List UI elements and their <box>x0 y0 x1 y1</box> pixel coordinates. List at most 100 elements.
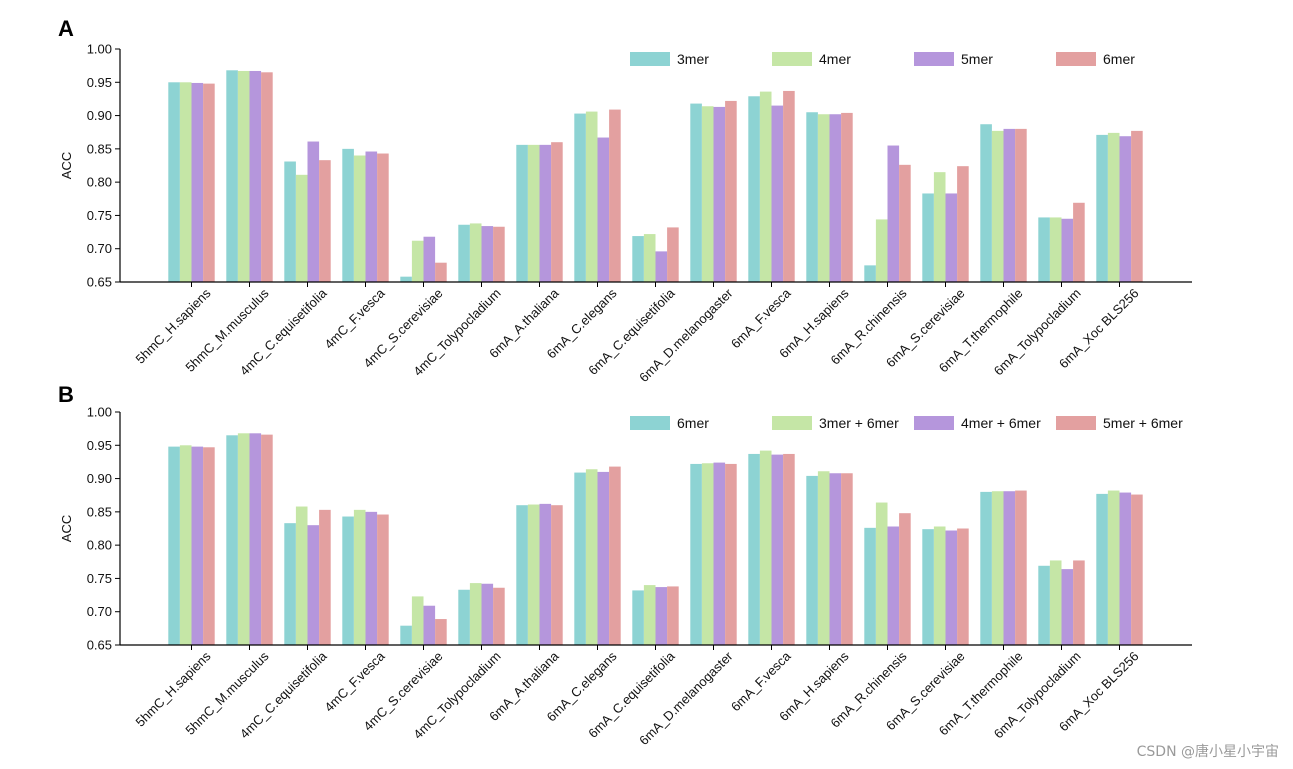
panel-letter: B <box>58 382 74 407</box>
y-axis-label: ACC <box>59 152 74 179</box>
bar <box>1096 134 1108 282</box>
legend-label: 3mer <box>677 51 709 67</box>
bar <box>203 83 215 283</box>
bar <box>527 144 540 282</box>
bar <box>875 219 888 282</box>
bar <box>1038 217 1050 282</box>
y-axis-label: ACC <box>59 515 74 542</box>
y-tick-label: 0.75 <box>87 208 112 223</box>
bar <box>991 130 1004 282</box>
bar <box>469 223 482 282</box>
bar <box>980 124 992 282</box>
bar <box>806 112 818 283</box>
bar <box>1096 493 1108 645</box>
bar <box>539 144 552 282</box>
bar <box>1107 490 1120 645</box>
legend-label: 3mer + 6mer <box>819 415 899 431</box>
bar <box>922 529 934 645</box>
legend-swatch <box>630 52 670 66</box>
bar <box>713 106 726 282</box>
bar <box>423 605 436 645</box>
y-tick-label: 0.80 <box>87 538 112 553</box>
bar <box>353 509 366 645</box>
bar <box>817 471 830 645</box>
bar <box>377 153 389 282</box>
bar <box>284 523 296 645</box>
bar <box>725 463 737 645</box>
bar <box>1061 569 1074 645</box>
bar <box>1003 491 1016 645</box>
bar <box>933 172 946 282</box>
bar <box>945 530 958 645</box>
bar <box>597 137 610 282</box>
bar <box>783 90 795 282</box>
legend-swatch <box>772 52 812 66</box>
bar <box>481 226 494 282</box>
bar <box>481 583 494 645</box>
y-tick-label: 0.65 <box>87 275 112 290</box>
bar <box>991 491 1004 645</box>
bar <box>817 114 830 283</box>
bar <box>469 583 482 645</box>
bar <box>922 193 934 282</box>
y-tick-label: 0.75 <box>87 571 112 586</box>
bar <box>690 103 702 282</box>
bar <box>168 82 180 282</box>
bar <box>435 619 447 645</box>
bar <box>829 473 842 645</box>
panel-letter: A <box>58 16 74 41</box>
bar <box>493 587 505 645</box>
bar <box>261 72 273 282</box>
legend-swatch <box>1056 52 1096 66</box>
bar <box>1015 490 1027 645</box>
bar <box>759 450 772 645</box>
bar <box>841 473 853 645</box>
bar <box>875 502 888 645</box>
bar <box>806 475 818 645</box>
bar <box>435 262 447 282</box>
bar <box>701 463 714 645</box>
bar <box>237 70 250 282</box>
bar <box>933 526 946 645</box>
bar <box>899 513 911 645</box>
bar <box>945 193 958 282</box>
bar <box>1119 492 1132 645</box>
bar <box>342 148 354 282</box>
bar <box>1131 130 1143 282</box>
legend-label: 5mer <box>961 51 993 67</box>
bar <box>748 453 760 645</box>
legend-swatch <box>914 416 954 430</box>
bar <box>1049 560 1062 645</box>
bar <box>632 590 644 645</box>
bar <box>261 434 273 645</box>
bar <box>191 82 204 282</box>
bar <box>527 504 540 645</box>
y-tick-label: 0.80 <box>87 175 112 190</box>
bar <box>783 453 795 645</box>
bar <box>609 466 621 645</box>
bar <box>377 514 389 645</box>
bar <box>748 96 760 283</box>
bar <box>179 82 192 282</box>
bar <box>643 585 656 645</box>
bar <box>353 155 366 282</box>
bar <box>980 491 992 645</box>
watermark: CSDN @唐小星小宇宙 <box>1136 744 1279 760</box>
legend-label: 6mer <box>1103 51 1135 67</box>
y-tick-label: 0.85 <box>87 141 112 156</box>
bar <box>516 144 528 282</box>
bar <box>759 91 772 282</box>
bar <box>295 506 308 645</box>
bar <box>411 240 424 282</box>
y-tick-label: 0.70 <box>87 241 112 256</box>
bar <box>574 113 586 282</box>
bar <box>899 164 911 282</box>
bar <box>458 224 470 282</box>
bar <box>1073 560 1085 645</box>
bar <box>295 174 308 282</box>
legend-swatch <box>1056 416 1096 430</box>
bar <box>365 511 378 645</box>
bar <box>1049 217 1062 282</box>
legend-label: 6mer <box>677 415 709 431</box>
